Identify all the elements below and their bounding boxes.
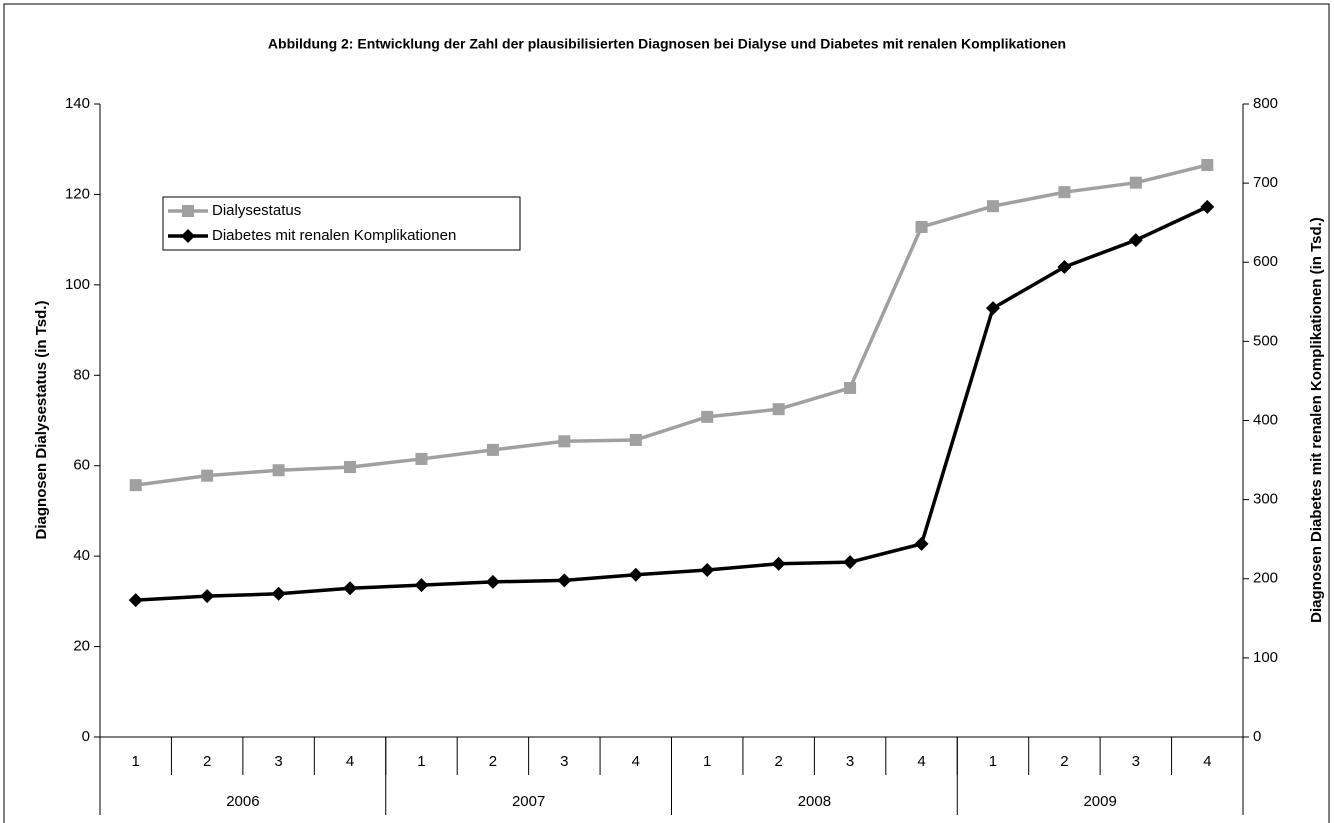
data-point xyxy=(272,464,285,477)
data-point xyxy=(129,479,142,492)
data-point xyxy=(986,200,999,213)
y2-tick-label: 300 xyxy=(1253,491,1278,508)
data-point xyxy=(1128,233,1143,248)
y-tick-label: 20 xyxy=(73,638,90,655)
x-tick-label: 3 xyxy=(846,753,854,770)
y2-tick-label: 800 xyxy=(1253,95,1278,112)
x-tick-label: 3 xyxy=(274,753,282,770)
group-label: 2007 xyxy=(512,793,545,810)
x-tick-label: 1 xyxy=(417,753,425,770)
x-tick-label: 1 xyxy=(703,753,711,770)
legend-label: Dialysestatus xyxy=(212,202,301,219)
data-point xyxy=(344,461,357,474)
data-point xyxy=(1129,176,1142,189)
x-tick-label: 1 xyxy=(989,753,997,770)
data-point xyxy=(1058,186,1071,199)
data-point xyxy=(915,220,928,233)
data-point xyxy=(701,410,714,423)
data-point xyxy=(985,301,1000,316)
x-tick-label: 4 xyxy=(346,753,354,770)
y-tick-label: 120 xyxy=(65,185,90,202)
x-tick-label: 4 xyxy=(1203,753,1211,770)
data-point xyxy=(772,403,785,416)
legend-label: Diabetes mit renalen Komplikationen xyxy=(212,227,456,244)
y2-tick-label: 600 xyxy=(1253,253,1278,270)
y-tick-label: 80 xyxy=(73,366,90,383)
y2-tick-label: 400 xyxy=(1253,411,1278,428)
data-point xyxy=(128,593,143,608)
data-point xyxy=(414,578,429,593)
legend-marker xyxy=(181,229,195,243)
x-tick-label: 2 xyxy=(774,753,782,770)
group-label: 2008 xyxy=(798,793,831,810)
y-tick-label: 0 xyxy=(82,728,90,745)
x-tick-label: 1 xyxy=(132,753,140,770)
x-tick-label: 4 xyxy=(632,753,640,770)
y2-axis-title: Diagnosen Diabetes mit renalen Komplikat… xyxy=(1308,217,1325,623)
data-point xyxy=(628,567,643,582)
data-point xyxy=(558,435,571,448)
data-point xyxy=(343,581,358,596)
y2-tick-label: 700 xyxy=(1253,174,1278,191)
y2-tick-label: 200 xyxy=(1253,570,1278,587)
data-point xyxy=(201,469,214,482)
x-tick-label: 3 xyxy=(560,753,568,770)
legend-marker xyxy=(182,205,194,217)
data-point xyxy=(1057,259,1072,274)
data-point xyxy=(844,381,857,394)
y-tick-label: 60 xyxy=(73,457,90,474)
data-point xyxy=(771,556,786,571)
x-tick-label: 2 xyxy=(489,753,497,770)
data-point xyxy=(1200,199,1215,214)
data-point xyxy=(486,443,499,456)
data-point xyxy=(914,536,929,551)
data-point xyxy=(271,586,286,601)
y-tick-label: 140 xyxy=(65,95,90,112)
data-point xyxy=(629,433,642,446)
data-point xyxy=(843,555,858,570)
y-tick-label: 40 xyxy=(73,547,90,564)
y-axis-title: Diagnosen Dialysestatus (in Tsd.) xyxy=(33,301,50,540)
series-line xyxy=(135,163,1208,487)
chart-title: Abbildung 2: Entwicklung der Zahl der pl… xyxy=(268,36,1066,52)
x-tick-label: 2 xyxy=(203,753,211,770)
x-tick-label: 3 xyxy=(1132,753,1140,770)
y2-tick-label: 0 xyxy=(1253,728,1261,745)
data-point xyxy=(700,563,715,578)
y2-tick-label: 100 xyxy=(1253,649,1278,666)
y2-tick-label: 500 xyxy=(1253,332,1278,349)
data-point xyxy=(485,574,500,589)
data-point xyxy=(415,452,428,465)
data-point xyxy=(200,589,215,604)
x-tick-label: 2 xyxy=(1060,753,1068,770)
y-tick-label: 100 xyxy=(65,276,90,293)
legend-box xyxy=(162,196,521,251)
series-line xyxy=(135,205,1209,602)
group-label: 2009 xyxy=(1083,793,1116,810)
x-tick-label: 4 xyxy=(917,753,925,770)
data-point xyxy=(557,573,572,588)
data-point xyxy=(1201,159,1214,172)
chart-border xyxy=(3,3,1330,823)
group-label: 2006 xyxy=(226,793,259,810)
